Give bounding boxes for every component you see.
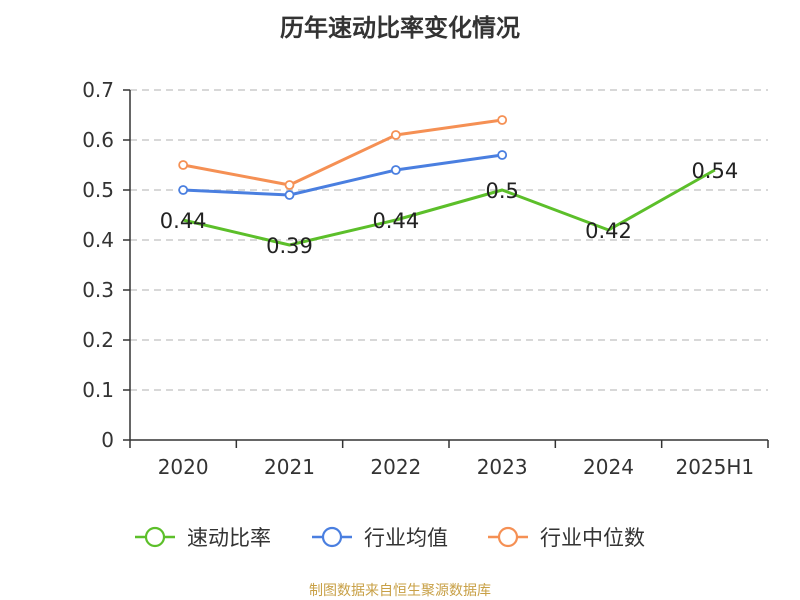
legend-item-2[interactable]: 行业中位数 (488, 526, 645, 550)
x-axis: 2020 2021 2022 2023 2024 2025H1 (129, 439, 769, 479)
y-tick-label: 0 (101, 428, 114, 452)
x-tick-label: 2021 (264, 455, 315, 479)
data-label: 0.54 (691, 159, 738, 183)
data-point (497, 115, 508, 125)
data-point (284, 190, 295, 200)
legend-label: 速动比率 (187, 526, 271, 550)
series-line-2 (182, 118, 503, 187)
source-note: 制图数据来自恒生聚源数据库 (309, 583, 491, 599)
series-line-0 (182, 168, 716, 247)
data-point (390, 165, 401, 175)
data-label: 0.5 (485, 179, 518, 203)
data-label: 0.44 (372, 209, 419, 233)
data-point (390, 130, 401, 140)
y-tick-label: 0.3 (82, 278, 114, 302)
y-tick-label: 0.2 (82, 328, 114, 352)
data-point (284, 180, 295, 190)
x-tick-label: 2023 (477, 455, 528, 479)
x-tick-label: 2020 (158, 455, 209, 479)
series-line-1 (183, 153, 503, 197)
data-label: 0.42 (585, 219, 632, 243)
y-tick-label: 0.1 (82, 378, 114, 402)
chart-title: 历年速动比率变化情况 (280, 14, 520, 42)
legend-label: 行业均值 (364, 526, 448, 550)
data-label: 0.39 (266, 234, 313, 258)
x-tick-label: 2024 (583, 455, 634, 479)
data-label: 0.44 (160, 209, 207, 233)
y-tick-label: 0.7 (82, 78, 114, 102)
y-tick-label: 0.5 (82, 178, 114, 202)
data-point (178, 160, 189, 170)
legend-label: 行业中位数 (540, 526, 645, 550)
data-point (178, 185, 189, 195)
data-point (497, 150, 508, 160)
grid-lines (130, 89, 768, 391)
y-tick-label: 0.6 (82, 128, 114, 152)
legend-marker (144, 526, 166, 548)
legend-marker (497, 526, 519, 548)
y-axis: 0 0.1 0.2 0.3 0.4 0.5 0.6 0.7 (82, 78, 131, 452)
legend: 速动比率 行业均值 行业中位数 (135, 526, 645, 550)
legend-item-0[interactable]: 速动比率 (135, 526, 271, 550)
series-layer: 0.44 0.39 0.44 0.5 0.42 0.54 (160, 115, 738, 258)
x-tick-label: 2025H1 (675, 455, 754, 479)
legend-item-1[interactable]: 行业均值 (312, 526, 448, 550)
x-tick-label: 2022 (370, 455, 421, 479)
y-tick-label: 0.4 (82, 228, 114, 252)
legend-marker (321, 526, 343, 548)
